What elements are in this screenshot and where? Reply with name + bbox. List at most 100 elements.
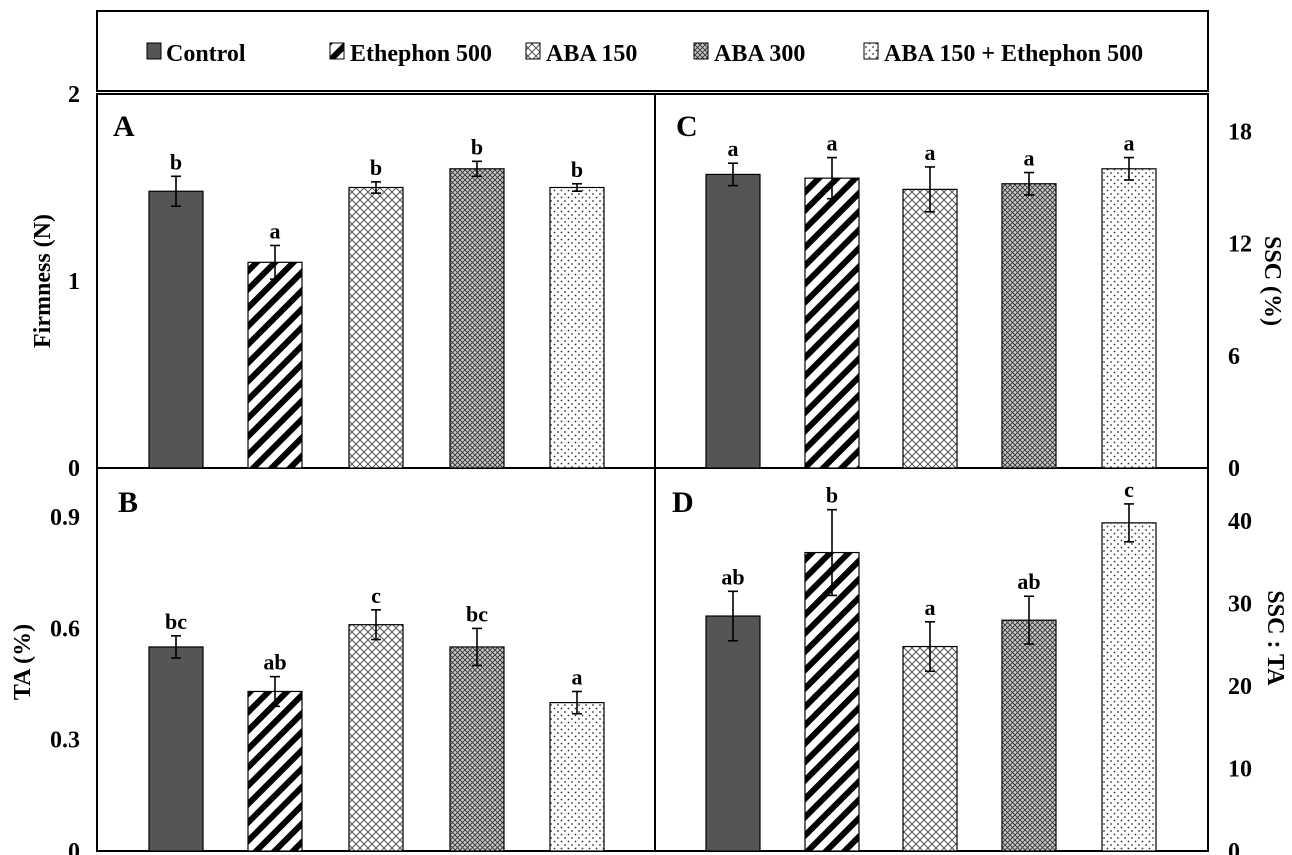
panel-a-bar-aba-150-ethephon-500 [549, 186, 605, 469]
panel-d-bar-ethephon-500 [804, 551, 860, 852]
panel-b-bar-aba-300 [449, 646, 505, 852]
panel-c-bar-aba-300 [1001, 183, 1057, 469]
panel-d-bar-aba-300 [1001, 619, 1057, 852]
panel-c-bar-aba-150-ethephon-500 [1101, 168, 1157, 469]
panel-c-ytick-label: 6 [1228, 344, 1240, 370]
panel-b-bar-aba-150-ethephon-500 [549, 701, 605, 852]
legend-label-aba-150: ABA 150 [546, 41, 637, 67]
panel-d-bar-aba-150 [902, 645, 958, 852]
panel-b-errorbar-control [171, 635, 181, 659]
panel-b-errorbar-aba-150 [371, 609, 381, 641]
panel-a-bar-control [148, 190, 204, 469]
panel-c-sig-letter-aba-300: a [1024, 146, 1035, 171]
panel-d-letter: D [672, 486, 694, 519]
legend-swatch-control [146, 42, 162, 60]
panel-d-ytick-label: 30 [1228, 592, 1252, 618]
legend-item-aba-150-ethephon-500: ABA 150 + Ethephon 500 [863, 41, 1143, 67]
panel-c-bar-aba-150 [902, 188, 958, 469]
panel-d-bar-aba-150-ethephon-500 [1101, 522, 1157, 852]
panel-d-sig-letter-ethephon-500: b [826, 483, 838, 508]
panel-a-letter: A [113, 110, 135, 143]
panel-d-errorbar-control [728, 590, 738, 642]
panel-a-sig-letter-aba-150-ethephon-500: b [571, 157, 583, 182]
legend-item-aba-300: ABA 300 [693, 41, 805, 67]
panel-b-ytick-label: 0 [68, 839, 80, 855]
panel-d-errorbar-ethephon-500 [827, 508, 837, 597]
panel-a-bar-ethephon-500 [247, 261, 303, 469]
panel-b-errorbar-ethephon-500 [270, 675, 280, 708]
panel-c-sig-letter-control: a [728, 136, 739, 161]
panel-c-letter: C [676, 110, 698, 143]
panel-a-ytick-label: 1 [68, 269, 80, 295]
panel-a-errorbar-aba-300 [472, 160, 482, 178]
legend-swatch-aba-150-ethephon-500 [863, 42, 879, 60]
panel-d-sig-letter-control: ab [721, 564, 744, 589]
legend: Control Ethephon 500 ABA 150 ABA 300 ABA… [96, 10, 1209, 92]
panel-b-ytick-label: 0.6 [50, 616, 80, 642]
panel-b-bar-aba-150 [348, 624, 404, 852]
legend-swatch-aba-300 [693, 42, 709, 60]
panel-a-errorbar-aba-150 [371, 181, 381, 194]
panel-a-sig-letter-control: b [170, 149, 182, 174]
legend-item-aba-150: ABA 150 [525, 41, 637, 67]
legend-swatch-ethephon-500 [329, 42, 345, 60]
panel-b-bar-ethephon-500 [247, 690, 303, 852]
legend-swatch-aba-150 [525, 42, 541, 60]
panel-c-errorbar-ethephon-500 [827, 156, 837, 200]
panel-c-errorbar-control [728, 162, 738, 187]
panel-a-ytick-label: 2 [68, 82, 80, 108]
panel-a-sig-letter-ethephon-500: a [270, 218, 281, 243]
panel-a-errorbar-ethephon-500 [270, 244, 280, 280]
panel-b-sig-letter-aba-300: bc [466, 601, 488, 626]
panel-c-errorbar-aba-150-ethephon-500 [1124, 156, 1134, 181]
panel-d-sig-letter-aba-150: a [925, 595, 936, 620]
panel-c-sig-letter-aba-150: a [925, 140, 936, 165]
panel-b-ytick-label: 0.3 [50, 728, 80, 754]
panel-b-ylabel: TA (%) [10, 624, 36, 700]
panel-c-sig-letter-ethephon-500: a [827, 131, 838, 156]
panel-b-sig-letter-aba-150: c [371, 583, 381, 608]
panel-d-ytick-label: 20 [1228, 674, 1252, 700]
legend-frame [96, 10, 1209, 92]
panel-c-errorbar-aba-300 [1024, 171, 1034, 196]
panel-c-ytick-label: 12 [1228, 232, 1252, 258]
panel-a-sig-letter-aba-300: b [471, 134, 483, 159]
panel-d-errorbar-aba-150-ethephon-500 [1124, 503, 1134, 543]
panel-b-errorbar-aba-150-ethephon-500 [572, 690, 582, 715]
panel-d-ytick-label: 10 [1228, 757, 1252, 783]
panel-d-sig-letter-aba-300: ab [1017, 569, 1040, 594]
panel-d-ylabel: SSC : TA [1262, 590, 1288, 686]
panel-c-sig-letter-aba-150-ethephon-500: a [1124, 131, 1135, 156]
panel-a-bar-aba-150 [348, 186, 404, 469]
panel-b-sig-letter-control: bc [165, 609, 187, 634]
legend-item-control: Control [146, 41, 246, 67]
panel-a-errorbar-aba-150-ethephon-500 [572, 182, 582, 193]
panel-a-bar-aba-300 [449, 168, 505, 469]
legend-item-ethephon-500: Ethephon 500 [329, 41, 492, 67]
panel-d-errorbar-aba-300 [1024, 595, 1034, 645]
panel-a-ytick-label: 0 [68, 456, 80, 482]
panel-c-bar-control [705, 173, 761, 469]
panel-b-errorbar-aba-300 [472, 627, 482, 667]
panel-c-ytick-label: 18 [1228, 119, 1252, 145]
panel-d-ytick-label: 0 [1228, 839, 1240, 855]
panel-a-errorbar-control [171, 175, 181, 207]
panel-c-errorbar-aba-150 [925, 166, 935, 213]
panel-b-bar-control [148, 646, 204, 852]
panel-b-letter: B [118, 486, 138, 519]
panel-c-ytick-label: 0 [1228, 456, 1240, 482]
panel-c-bar-ethephon-500 [804, 177, 860, 469]
panel-b-ytick-label: 0.9 [50, 505, 80, 531]
legend-label-aba-300: ABA 300 [714, 41, 805, 67]
legend-label-ethephon-500: Ethephon 500 [350, 41, 492, 67]
panel-a-sig-letter-aba-150: b [370, 155, 382, 180]
legend-label-control: Control [166, 41, 246, 67]
panel-d-sig-letter-aba-150-ethephon-500: c [1124, 477, 1134, 502]
panel-d-ytick-label: 40 [1228, 509, 1252, 535]
panel-b-sig-letter-aba-150-ethephon-500: a [572, 664, 583, 689]
legend-label-aba-150-ethephon-500: ABA 150 + Ethephon 500 [884, 41, 1143, 67]
panel-d-bar-control [705, 615, 761, 852]
panel-d-errorbar-aba-150 [925, 621, 935, 673]
